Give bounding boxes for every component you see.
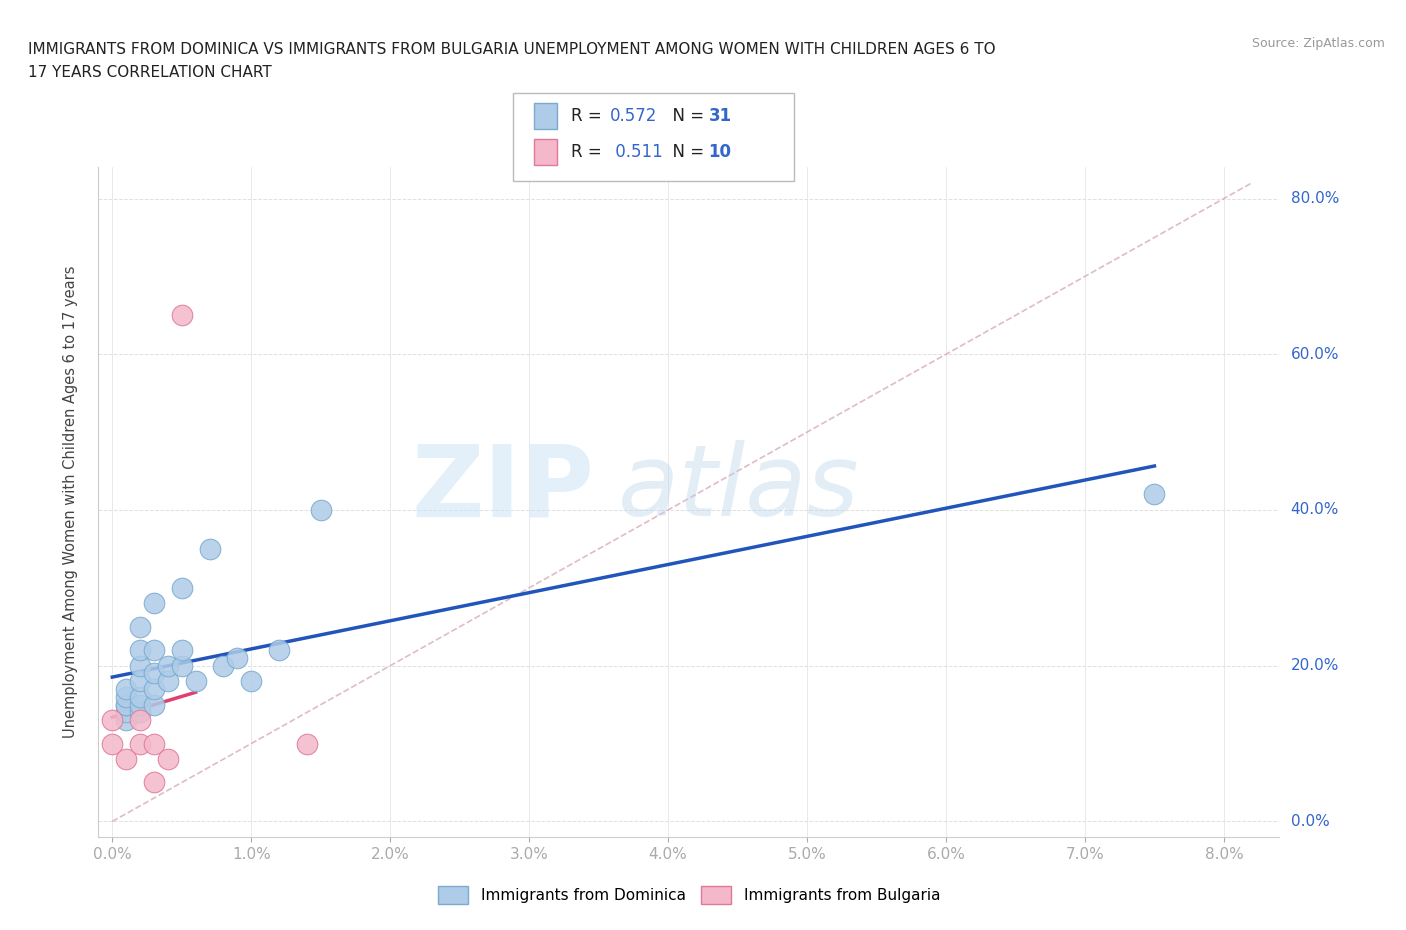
Point [115,712,138,727]
Point [143,682,166,697]
Point [226,650,249,665]
Text: ZIP: ZIP [412,440,595,538]
Point [240,674,263,689]
Text: 17 YEARS CORRELATION CHART: 17 YEARS CORRELATION CHART [28,65,271,80]
Point [170,643,193,658]
Point [129,712,152,727]
Text: 0.511: 0.511 [610,142,664,161]
Point [101,712,124,727]
Text: R =: R = [571,107,607,126]
Text: 80.0%: 80.0% [1291,191,1339,206]
Point [129,698,152,712]
Point [143,666,166,681]
Point [156,658,179,673]
Point [143,643,166,658]
Point [129,658,152,673]
Text: IMMIGRANTS FROM DOMINICA VS IMMIGRANTS FROM BULGARIA UNEMPLOYMENT AMONG WOMEN WI: IMMIGRANTS FROM DOMINICA VS IMMIGRANTS F… [28,42,995,57]
Point [212,658,235,673]
Point [143,596,166,611]
Point [1143,487,1166,502]
Text: 10: 10 [709,142,731,161]
Point [129,674,152,689]
Point [295,737,318,751]
Text: 0.572: 0.572 [610,107,658,126]
Point [101,737,124,751]
Point [156,751,179,766]
Point [115,698,138,712]
Text: atlas: atlas [619,440,859,538]
Point [115,705,138,720]
Legend: Immigrants from Dominica, Immigrants from Bulgaria: Immigrants from Dominica, Immigrants fro… [432,880,946,910]
Text: N =: N = [662,107,710,126]
Point [170,308,193,323]
Text: 31: 31 [709,107,731,126]
Point [156,674,179,689]
Point [309,502,332,517]
Point [170,580,193,595]
Text: 60.0%: 60.0% [1291,347,1339,362]
Point [129,643,152,658]
Text: R =: R = [571,142,607,161]
Y-axis label: Unemployment Among Women with Children Ages 6 to 17 years: Unemployment Among Women with Children A… [63,266,77,738]
Point [184,674,207,689]
Point [143,698,166,712]
Point [115,698,138,712]
Point [267,643,290,658]
Point [143,775,166,790]
Text: Source: ZipAtlas.com: Source: ZipAtlas.com [1251,37,1385,50]
Point [115,682,138,697]
Point [129,737,152,751]
Text: 0.0%: 0.0% [1291,814,1329,829]
Point [129,689,152,704]
Point [170,658,193,673]
Point [115,751,138,766]
Point [129,705,152,720]
Point [129,619,152,634]
Text: 40.0%: 40.0% [1291,502,1339,517]
Point [115,689,138,704]
Text: N =: N = [662,142,710,161]
Point [143,737,166,751]
Point [198,541,221,556]
Text: 20.0%: 20.0% [1291,658,1339,673]
